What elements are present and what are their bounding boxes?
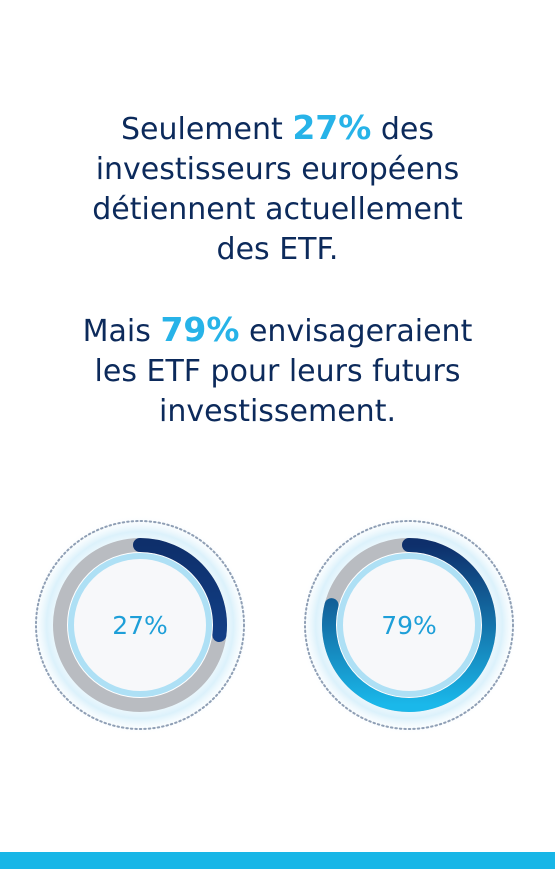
statement-line: Mais 79% envisageraient [0, 310, 555, 352]
text-fragment: détiennent actuellement [92, 192, 463, 227]
gauge-chart-27: 27% [30, 515, 250, 735]
text-fragment: envisageraient [239, 314, 473, 349]
gauge-value-label: 79% [381, 611, 437, 640]
text-fragment: des ETF. [216, 232, 339, 267]
gauge-svg: 27% [30, 515, 250, 735]
text-fragment: investisseurs européens [95, 152, 460, 187]
text-fragment: des [371, 112, 434, 147]
gauge-chart-79: 79% [299, 515, 519, 735]
statement-line: investisseurs européens [0, 150, 555, 190]
gauge-value-arc [133, 538, 227, 643]
text-fragment: investissement. [159, 394, 396, 429]
statement-line: détiennent actuellement [0, 190, 555, 230]
statement-line: des ETF. [0, 230, 555, 270]
highlight-percentage: 27% [292, 108, 372, 147]
gauge-svg: 79% [299, 515, 519, 735]
statement-future-etf: Mais 79% envisageraient les ETF pour leu… [0, 310, 555, 432]
statement-line: investissement. [0, 392, 555, 432]
text-fragment: les ETF pour leurs futurs [94, 354, 461, 389]
text-fragment: Mais [82, 314, 161, 349]
bottom-accent-bar [0, 852, 555, 869]
gauge-dotted-ring [35, 520, 245, 730]
gauge-value-label: 27% [112, 611, 168, 640]
gauge-inner-disc [68, 553, 212, 697]
highlight-percentage: 79% [160, 310, 240, 349]
statement-etf-holders: Seulement 27% des investisseurs européen… [0, 108, 555, 270]
text-fragment: Seulement [121, 112, 293, 147]
statement-line: les ETF pour leurs futurs [0, 352, 555, 392]
gauge-dotted-ring [304, 520, 514, 730]
gauge-value-arc [322, 538, 496, 712]
statement-line: Seulement 27% des [0, 108, 555, 150]
gauge-inner-disc [337, 553, 481, 697]
